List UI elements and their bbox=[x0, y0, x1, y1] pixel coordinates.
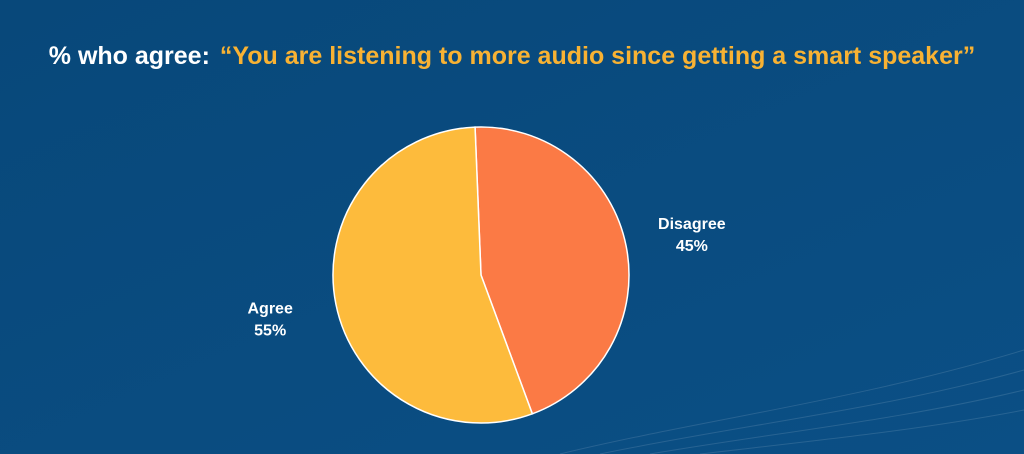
slice-value-label: 55% bbox=[254, 322, 286, 339]
decor-waves bbox=[559, 349, 1024, 454]
pie-slice bbox=[474, 126, 630, 415]
chart-title: % who agree: “You are listening to more a… bbox=[49, 42, 975, 70]
slice-label: Agree bbox=[247, 300, 292, 317]
title-lead: % who agree: bbox=[49, 42, 210, 70]
pie-slice bbox=[332, 126, 534, 424]
slice-value-label: 45% bbox=[676, 238, 708, 255]
slice-label: Disagree bbox=[658, 216, 726, 233]
title-quote: “You are listening to more audio since g… bbox=[220, 42, 975, 70]
